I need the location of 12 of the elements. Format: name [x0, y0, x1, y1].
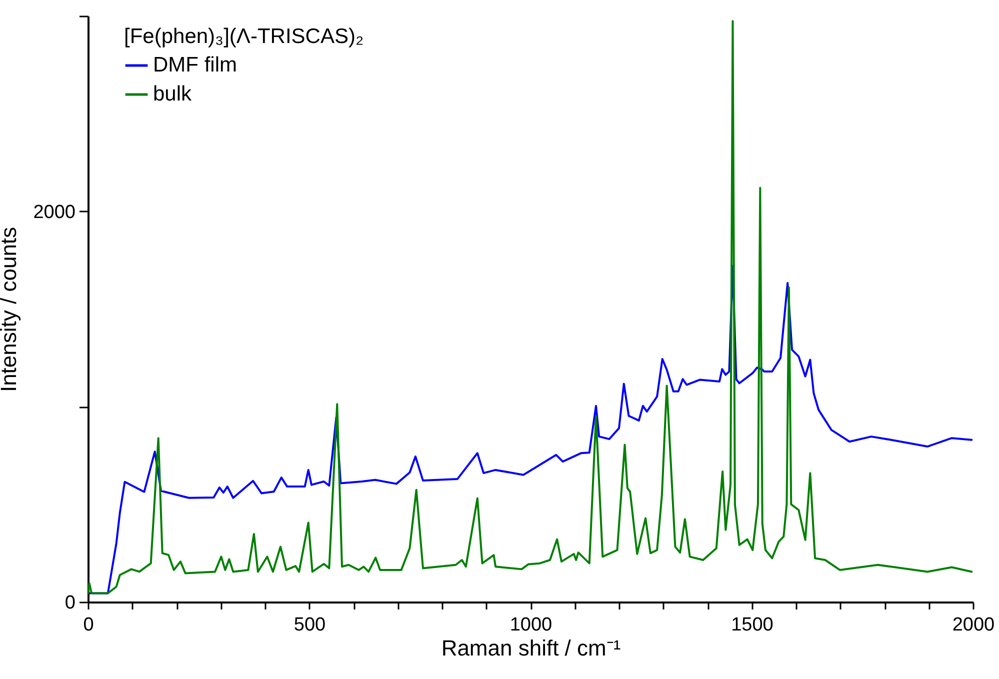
x-tick-label: 2000	[952, 614, 995, 636]
legend-label: bulk	[153, 82, 192, 106]
x-axis-title: Raman shift / cm⁻¹	[441, 636, 621, 660]
x-tick-label: 1000	[510, 614, 552, 636]
x-tick-label: 1500	[731, 614, 774, 636]
legend-title: [Fe(phen)₃](Λ-TRISCAS)₂	[124, 25, 364, 48]
y-axis-title: Intensity / counts	[0, 226, 22, 392]
legend-label: DMF film	[153, 54, 237, 76]
line-series	[88, 265, 973, 594]
x-tick-label: 0	[83, 614, 94, 636]
line-series	[88, 20, 973, 594]
x-tick-label: 500	[294, 614, 326, 636]
